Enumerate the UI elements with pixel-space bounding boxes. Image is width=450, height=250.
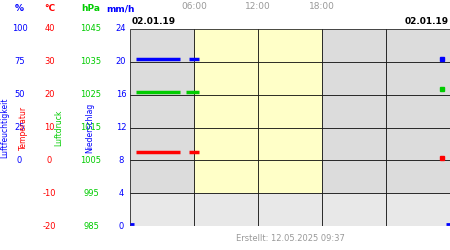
Bar [258,128,322,160]
Bar [130,193,194,226]
Text: Temperatur: Temperatur [19,106,28,150]
Text: %: % [15,4,24,13]
Text: 1015: 1015 [81,123,102,132]
Bar [386,160,450,193]
Bar [258,62,322,94]
Bar [194,62,258,94]
Bar [194,29,258,62]
Text: -20: -20 [43,222,56,231]
Text: 1005: 1005 [81,156,102,165]
Text: 1025: 1025 [81,90,102,99]
Text: 75: 75 [14,57,25,66]
Text: 20: 20 [44,90,54,99]
Text: 1035: 1035 [81,57,102,66]
Text: 985: 985 [83,222,99,231]
Text: 30: 30 [44,57,55,66]
Bar [322,62,386,94]
Text: Luftdruck: Luftdruck [54,109,63,146]
Text: Niederschlag: Niederschlag [86,102,94,152]
Bar [258,94,322,128]
Text: 24: 24 [116,24,126,33]
Text: 12: 12 [116,123,126,132]
Text: 12:00: 12:00 [245,2,271,11]
Text: 20: 20 [116,57,126,66]
Bar [322,128,386,160]
Bar [322,193,386,226]
Bar [130,128,194,160]
Bar [322,29,386,62]
Bar [386,94,450,128]
Text: 06:00: 06:00 [181,2,207,11]
Bar [194,128,258,160]
Bar [130,160,194,193]
Bar [386,193,450,226]
Bar [386,62,450,94]
Bar [322,160,386,193]
Bar [258,160,322,193]
Text: 40: 40 [44,24,54,33]
Text: 50: 50 [14,90,25,99]
Text: 0: 0 [17,156,22,165]
Bar [194,94,258,128]
Text: 02.01.19: 02.01.19 [404,17,448,26]
Text: 0: 0 [118,222,124,231]
Text: 10: 10 [44,123,54,132]
Bar [130,94,194,128]
Bar [194,160,258,193]
Bar [386,29,450,62]
Text: °C: °C [44,4,55,13]
Text: 4: 4 [118,189,124,198]
Text: 0: 0 [47,156,52,165]
Bar [322,94,386,128]
Text: mm/h: mm/h [107,4,135,13]
Text: Luftfeuchtigkeit: Luftfeuchtigkeit [0,97,9,158]
Text: Erstellt: 12.05.2025 09:37: Erstellt: 12.05.2025 09:37 [236,234,344,242]
Text: 995: 995 [83,189,99,198]
Text: 8: 8 [118,156,124,165]
Bar [258,29,322,62]
Bar [130,29,194,62]
Text: -10: -10 [43,189,56,198]
Bar [386,128,450,160]
Bar [194,193,258,226]
Text: 1045: 1045 [81,24,102,33]
Text: 25: 25 [14,123,25,132]
Text: hPa: hPa [81,4,100,13]
Text: 18:00: 18:00 [309,2,335,11]
Bar [258,193,322,226]
Bar [130,62,194,94]
Text: 16: 16 [116,90,126,99]
Text: 100: 100 [12,24,27,33]
Text: 02.01.19: 02.01.19 [132,17,176,26]
